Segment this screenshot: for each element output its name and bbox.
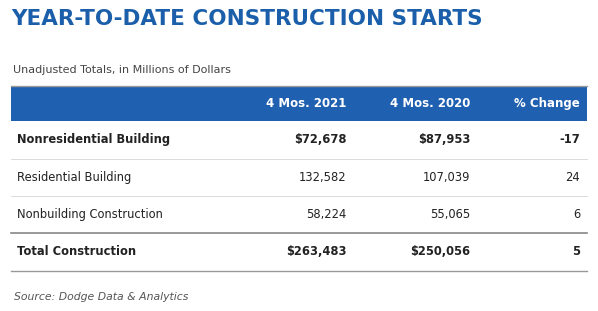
Text: $263,483: $263,483 (286, 245, 347, 258)
Text: 107,039: 107,039 (423, 171, 471, 184)
Text: Total Construction: Total Construction (17, 245, 136, 258)
Text: % Change: % Change (514, 97, 580, 110)
Text: -17: -17 (559, 133, 580, 146)
Text: 24: 24 (566, 171, 580, 184)
Text: Residential Building: Residential Building (17, 171, 131, 184)
Text: $87,953: $87,953 (418, 133, 471, 146)
Text: Unadjusted Totals, in Millions of Dollars: Unadjusted Totals, in Millions of Dollar… (13, 65, 231, 75)
Text: 132,582: 132,582 (299, 171, 347, 184)
Text: 4 Mos. 2021: 4 Mos. 2021 (266, 97, 347, 110)
Text: 55,065: 55,065 (431, 208, 471, 221)
Text: $250,056: $250,056 (410, 245, 471, 258)
Text: 6: 6 (573, 208, 580, 221)
Text: YEAR-TO-DATE CONSTRUCTION STARTS: YEAR-TO-DATE CONSTRUCTION STARTS (11, 9, 483, 29)
Text: 5: 5 (572, 245, 580, 258)
Text: Nonresidential Building: Nonresidential Building (17, 133, 170, 146)
Text: 58,224: 58,224 (306, 208, 347, 221)
Text: $72,678: $72,678 (294, 133, 347, 146)
Text: Source: Dodge Data & Analytics: Source: Dodge Data & Analytics (14, 292, 188, 302)
Text: 4 Mos. 2020: 4 Mos. 2020 (390, 97, 471, 110)
Text: Nonbuilding Construction: Nonbuilding Construction (17, 208, 163, 221)
Bar (11, 86, 587, 121)
